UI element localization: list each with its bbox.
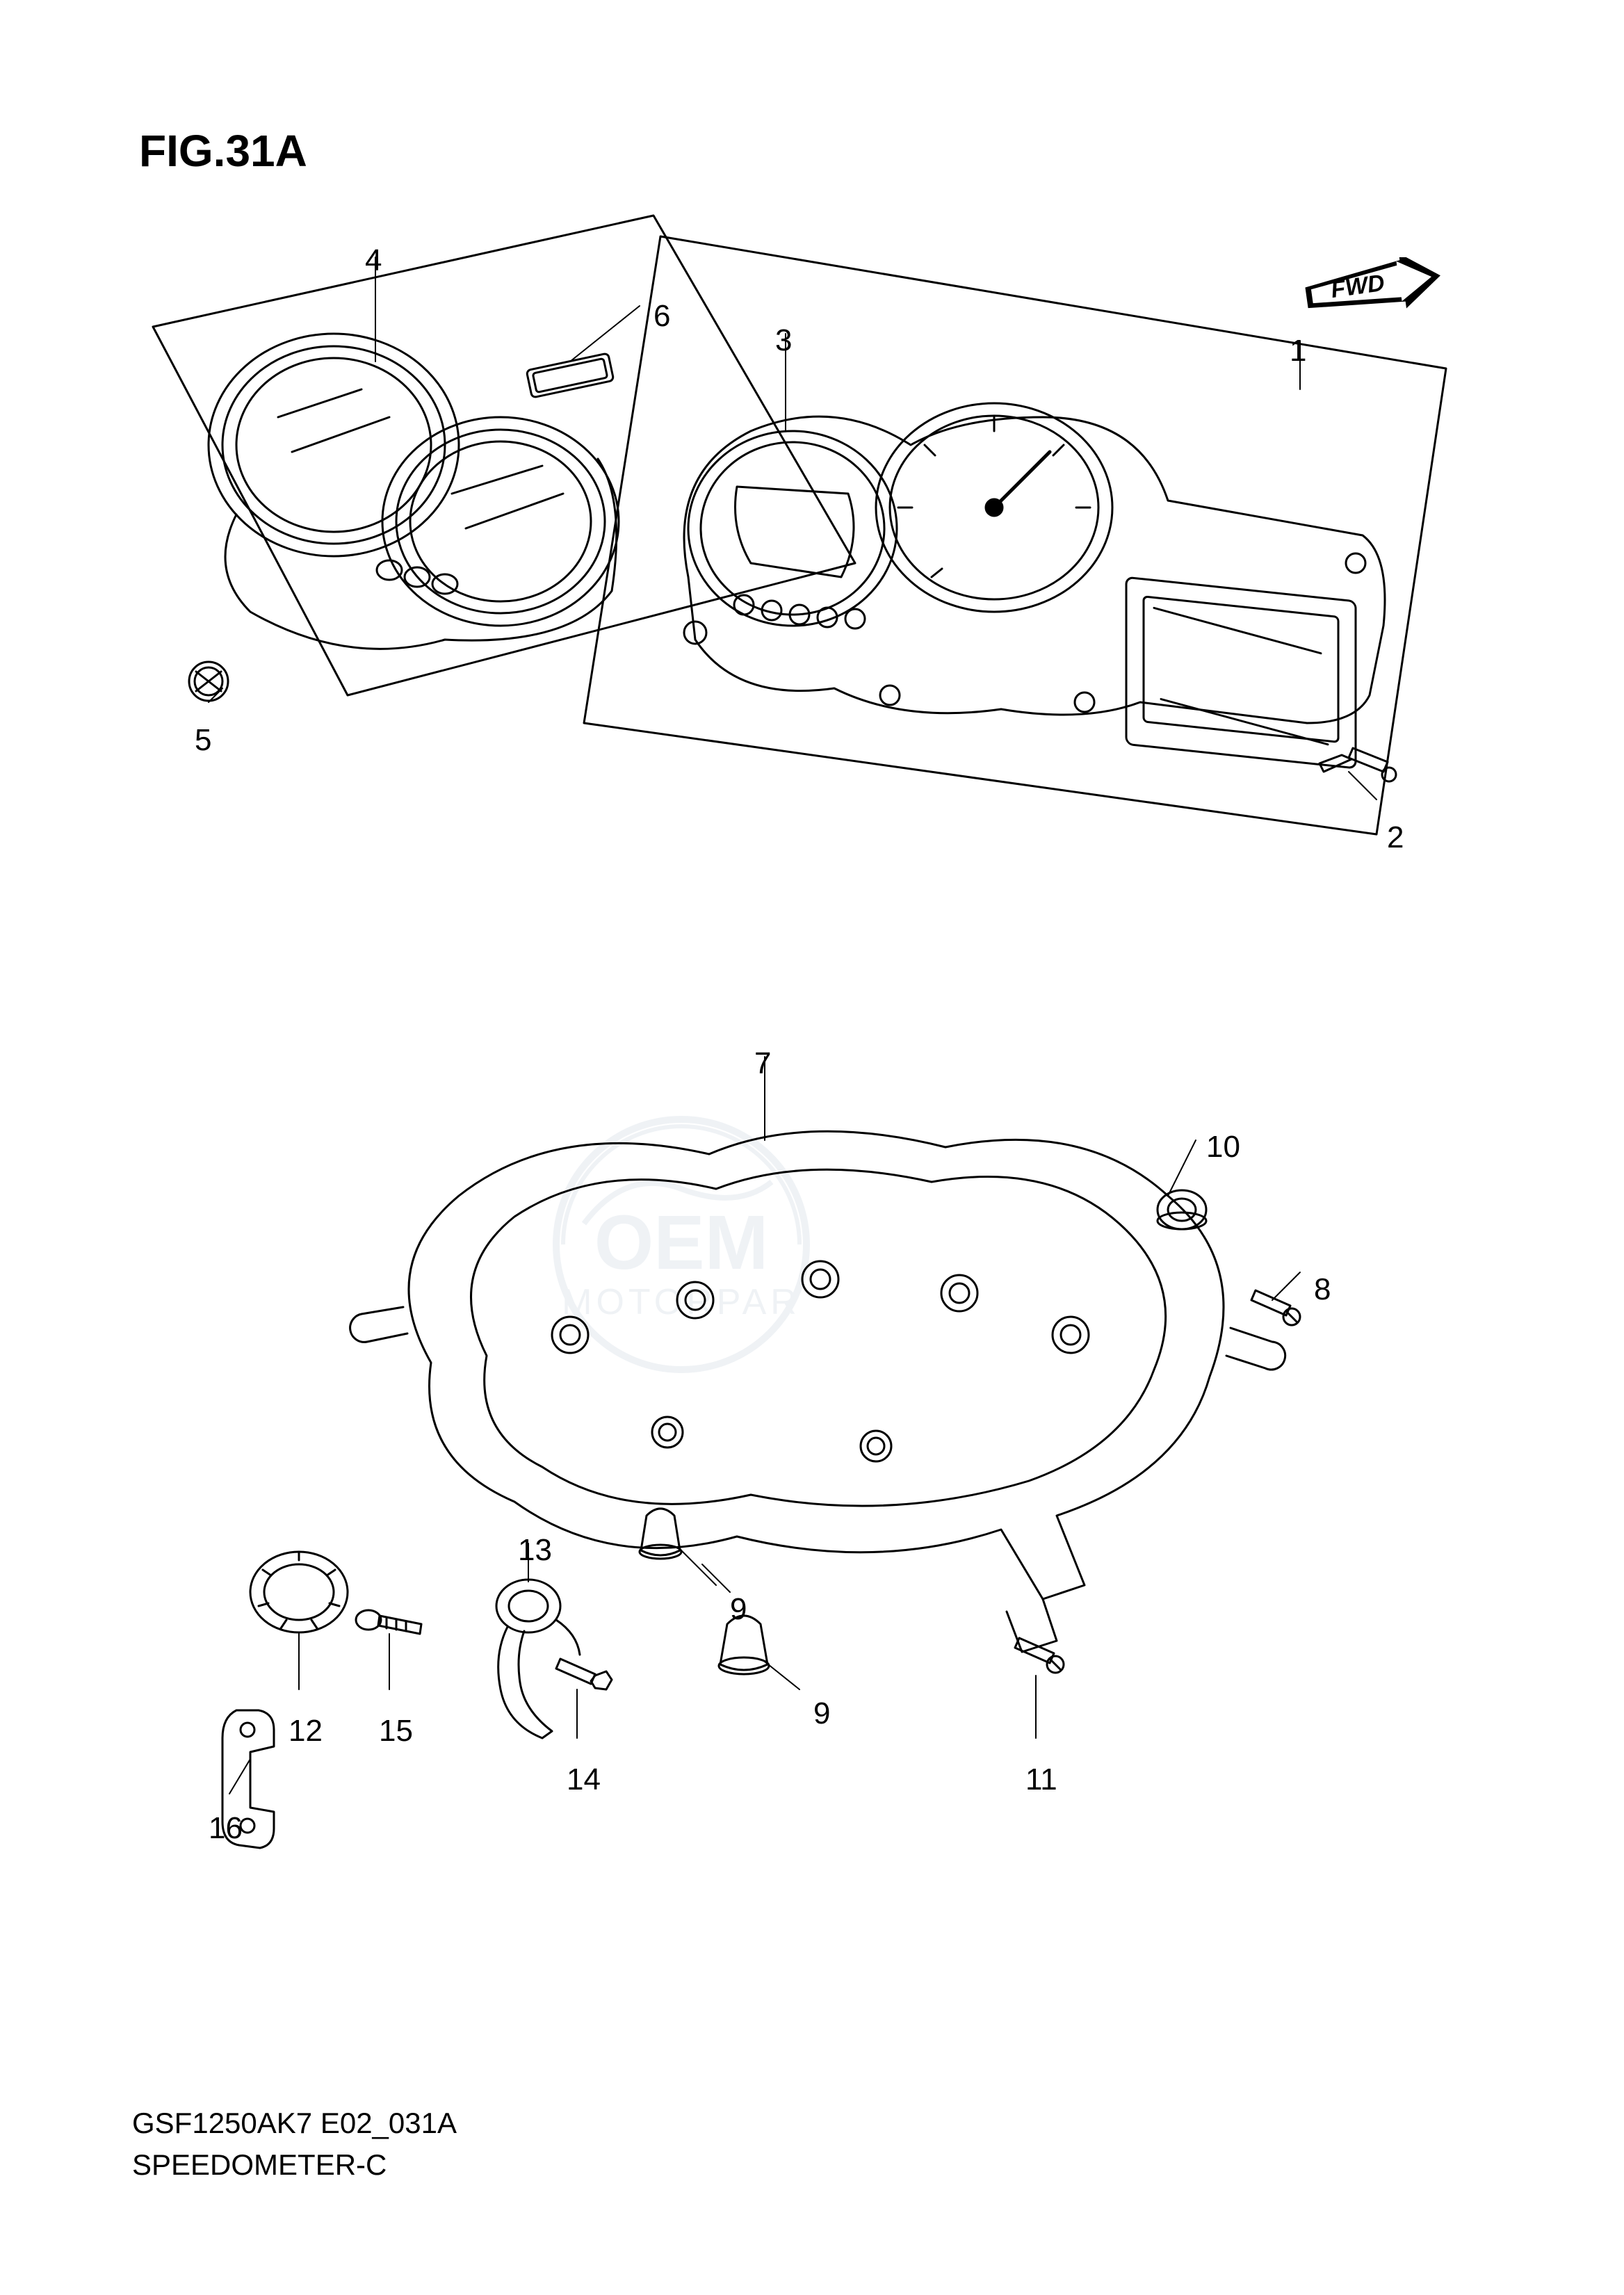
callout-9: 9 (730, 1592, 747, 1627)
frame-cover-assy (153, 216, 855, 695)
callout-3: 3 (775, 323, 792, 358)
callout-10: 10 (1206, 1130, 1240, 1165)
part-cap-9a (640, 1509, 681, 1559)
part-screw-11 (1015, 1638, 1064, 1673)
callout-8: 8 (1314, 1272, 1331, 1307)
callout-14: 14 (567, 1762, 601, 1797)
part-label-6 (526, 353, 614, 398)
callout-4: 4 (365, 243, 382, 278)
callout-5: 5 (195, 723, 211, 758)
callout-11: 11 (1025, 1762, 1057, 1797)
diagram-canvas (0, 0, 1624, 2295)
part-lower-case-7 (350, 1131, 1285, 1652)
callout-12: 12 (289, 1714, 323, 1749)
part-screw-8 (1251, 1290, 1300, 1325)
leader-lines (209, 257, 1377, 1794)
frame-meter-assy (584, 236, 1446, 834)
part-meter-assy (684, 403, 1396, 781)
part-knob-5 (189, 662, 228, 701)
part-dial (876, 403, 1112, 612)
footer-code: GSF1250AK7 E02_031A (132, 2107, 457, 2140)
callout-13: 13 (518, 1533, 552, 1568)
footer-name: SPEEDOMETER-C (132, 2148, 387, 2182)
part-pcb (1126, 577, 1356, 768)
callout-9: 9 (813, 1696, 830, 1731)
callout-6: 6 (653, 299, 670, 334)
part-bolt-15 (356, 1610, 421, 1634)
part-ignition-ring-12 (250, 1552, 348, 1632)
callout-16: 16 (209, 1811, 243, 1846)
callout-7: 7 (754, 1046, 771, 1081)
part-bolt-14 (556, 1659, 612, 1689)
part-switch-13 (496, 1580, 580, 1738)
part-lcd-ring-3 (688, 431, 897, 629)
callout-2: 2 (1387, 820, 1404, 855)
callout-15: 15 (379, 1714, 413, 1749)
page-root: FIG.31A OEM MOTORPAR FWD (0, 0, 1624, 2295)
callout-1: 1 (1290, 334, 1306, 368)
